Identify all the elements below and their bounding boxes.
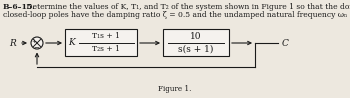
Text: K: K (69, 38, 75, 47)
Text: R: R (10, 39, 16, 48)
Text: +: + (31, 39, 36, 44)
Text: 10: 10 (190, 31, 202, 40)
Bar (65, 29, 137, 56)
Text: B–6–15.: B–6–15. (3, 3, 36, 11)
Text: Determine the values of K, T₁, and T₂ of the system shown in Figure 1 so that th: Determine the values of K, T₁, and T₂ of… (24, 3, 350, 11)
Text: T₂s + 1: T₂s + 1 (92, 45, 120, 53)
Text: closed-loop poles have the damping ratio ζ = 0.5 and the undamped natural freque: closed-loop poles have the damping ratio… (3, 11, 350, 19)
Circle shape (31, 37, 43, 49)
Text: s(s + 1): s(s + 1) (178, 44, 214, 54)
Bar (163, 29, 229, 56)
Text: T₁s + 1: T₁s + 1 (92, 32, 120, 40)
Text: −: − (33, 44, 39, 52)
Text: Figure 1.: Figure 1. (158, 85, 192, 93)
Text: C: C (281, 39, 288, 48)
